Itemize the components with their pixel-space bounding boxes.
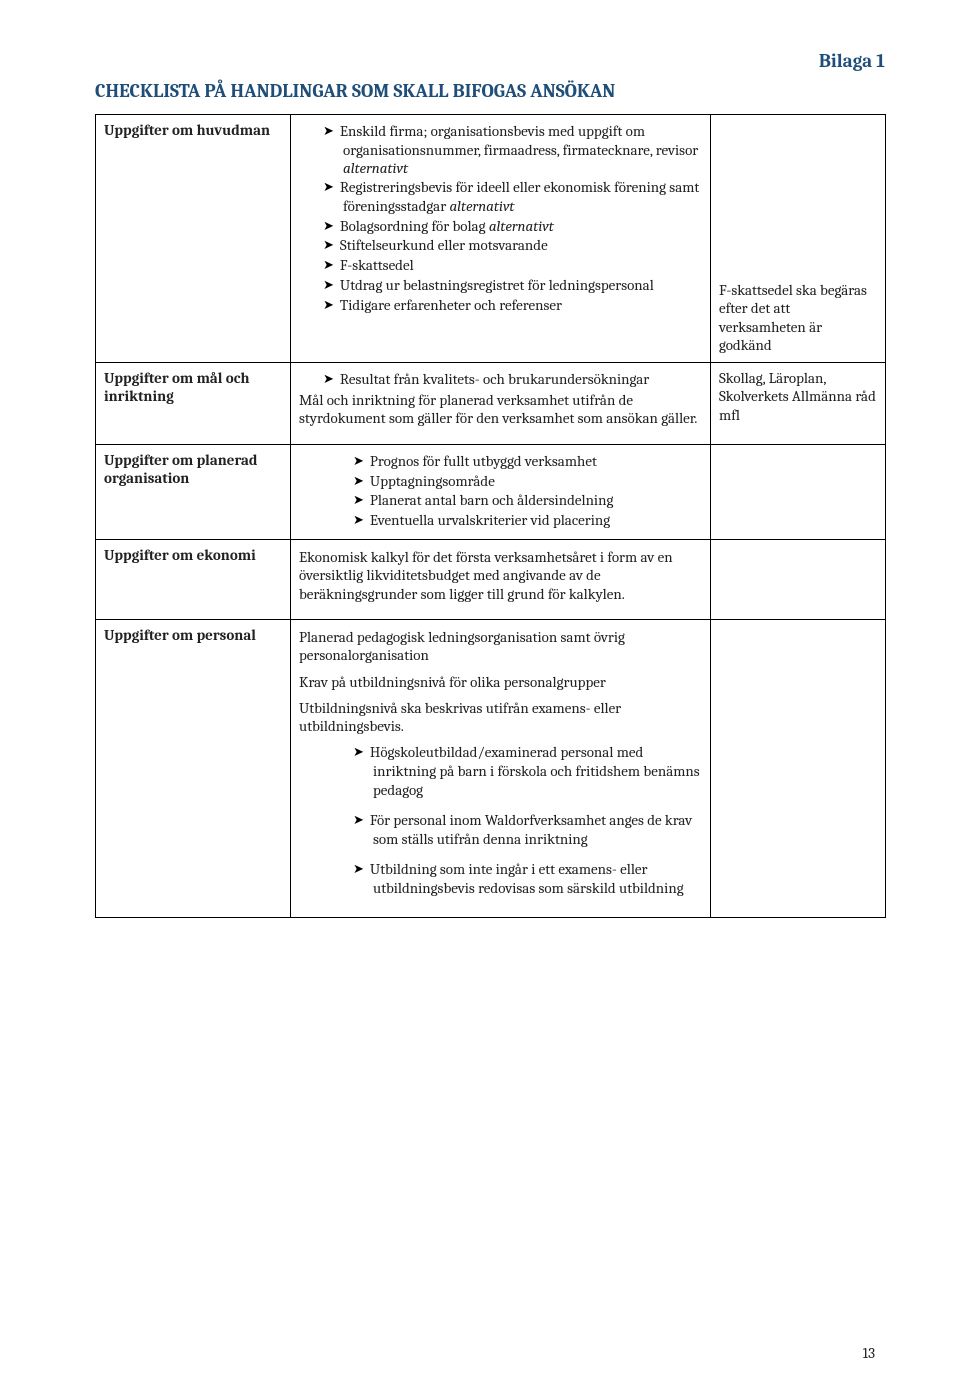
bullet-item: Högskoleutbildad/examinerad personal med… — [299, 743, 702, 798]
checklist-table: Uppgifter om huvudman Enskild firma; orga… — [95, 114, 886, 918]
bullet-list: Enskild firma; organisationsbevis med up… — [299, 122, 702, 255]
page: Bilaga 1 CHECKLISTA PÅ HANDLINGAR SOM SKA… — [0, 0, 960, 1390]
bullet-list: Resultat från kvalitets- och brukarunder… — [299, 370, 702, 389]
italic-suffix: alternativt — [343, 159, 408, 177]
bullet-item: Upptagningsområde — [299, 472, 702, 491]
table-row: Uppgifter om planerad organisation Progno… — [96, 444, 886, 539]
bullet-item: Enskild firma; organisationsbevis med up… — [299, 122, 702, 177]
bullet-item: Stiftelseurkund eller motsvarande — [299, 236, 702, 255]
page-title: CHECKLISTA PÅ HANDLINGAR SOM SKALL BIFOG… — [95, 80, 885, 102]
paragraph: Planerad pedagogisk ledningsorganisation… — [299, 628, 702, 665]
paragraph: Krav på utbildningsnivå för olika person… — [299, 673, 702, 691]
bullet-item: Utdrag ur belastningsregistret för ledni… — [299, 276, 702, 295]
bullet-list: Prognos för fullt utbyggd verksamhetUppt… — [299, 452, 702, 530]
bullet-item: Planerat antal barn och åldersindelning — [299, 491, 702, 510]
bullet-item: För personal inom Waldorfverksamhet ange… — [299, 811, 702, 848]
side-note: Skollag, Läroplan, Skolverkets Allmänna … — [719, 369, 876, 424]
table-row: Uppgifter om mål och inriktning Resultat … — [96, 363, 886, 444]
row-label: Uppgifter om personal — [104, 626, 256, 644]
bullet-item: Utbildning som inte ingår i ett examens-… — [299, 860, 702, 897]
table-row: Uppgifter om huvudman Enskild firma; orga… — [96, 115, 886, 363]
row-label: Uppgifter om mål och inriktning — [104, 369, 249, 405]
bullet-item: F-skattsedel — [299, 256, 702, 275]
paragraph: Ekonomisk kalkyl för det första verksamh… — [299, 548, 702, 603]
row-label: Uppgifter om planerad organisation — [104, 451, 257, 487]
table-row: Uppgifter om personal Planerad pedagogisk… — [96, 619, 886, 917]
appendix-label: Bilaga 1 — [95, 50, 885, 72]
italic-suffix: alternativt — [489, 217, 554, 235]
bullet-list: F-skattsedelUtdrag ur belastningsregistr… — [299, 256, 702, 295]
bullet-item: Resultat från kvalitets- och brukarunder… — [299, 370, 702, 389]
row-label: Uppgifter om ekonomi — [104, 546, 256, 564]
spacer — [719, 121, 877, 281]
bullet-list: Tidigare erfarenheter och referenser — [299, 296, 702, 315]
bullet-item: Registreringsbevis för ideell eller ekon… — [299, 178, 702, 215]
paragraph: Mål och inriktning för planerad verksamh… — [299, 391, 702, 428]
table-row: Uppgifter om ekonomi Ekonomisk kalkyl för… — [96, 540, 886, 620]
row-label: Uppgifter om huvudman — [104, 121, 270, 139]
italic-suffix: alternativt — [449, 197, 514, 215]
bullet-item: Prognos för fullt utbyggd verksamhet — [299, 452, 702, 471]
bullet-item: Eventuella urvalskriterier vid placering — [299, 511, 702, 530]
paragraph: Utbildningsnivå ska beskrivas utifrån ex… — [299, 699, 702, 736]
side-note: F-skattsedel ska begäras efter det att v… — [719, 281, 867, 354]
bullet-list: Högskoleutbildad/examinerad personal med… — [299, 743, 702, 897]
bullet-item: Bolagsordning för bolag alternativt — [299, 217, 702, 236]
page-number: 13 — [863, 1344, 875, 1362]
bullet-item: Tidigare erfarenheter och referenser — [299, 296, 702, 315]
